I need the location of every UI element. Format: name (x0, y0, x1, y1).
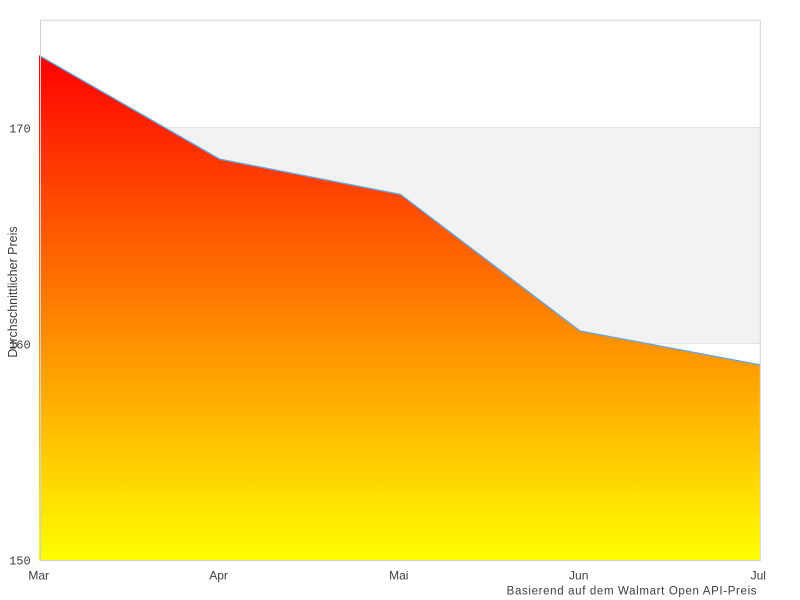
svg-text:Durchschnittlicher Preis: Durchschnittlicher Preis (6, 226, 20, 357)
svg-text:Jul: Jul (751, 568, 766, 582)
svg-text:Basierend auf dem Walmart Open: Basierend auf dem Walmart Open API-Preis (507, 586, 758, 598)
svg-text:Apr: Apr (209, 568, 228, 582)
svg-text:Jun: Jun (569, 568, 588, 582)
svg-text:Mar: Mar (28, 568, 49, 582)
svg-text:Mai: Mai (389, 568, 408, 582)
svg-text:170: 170 (9, 123, 31, 137)
svg-text:150: 150 (9, 555, 31, 569)
svg-text:160: 160 (9, 339, 31, 353)
